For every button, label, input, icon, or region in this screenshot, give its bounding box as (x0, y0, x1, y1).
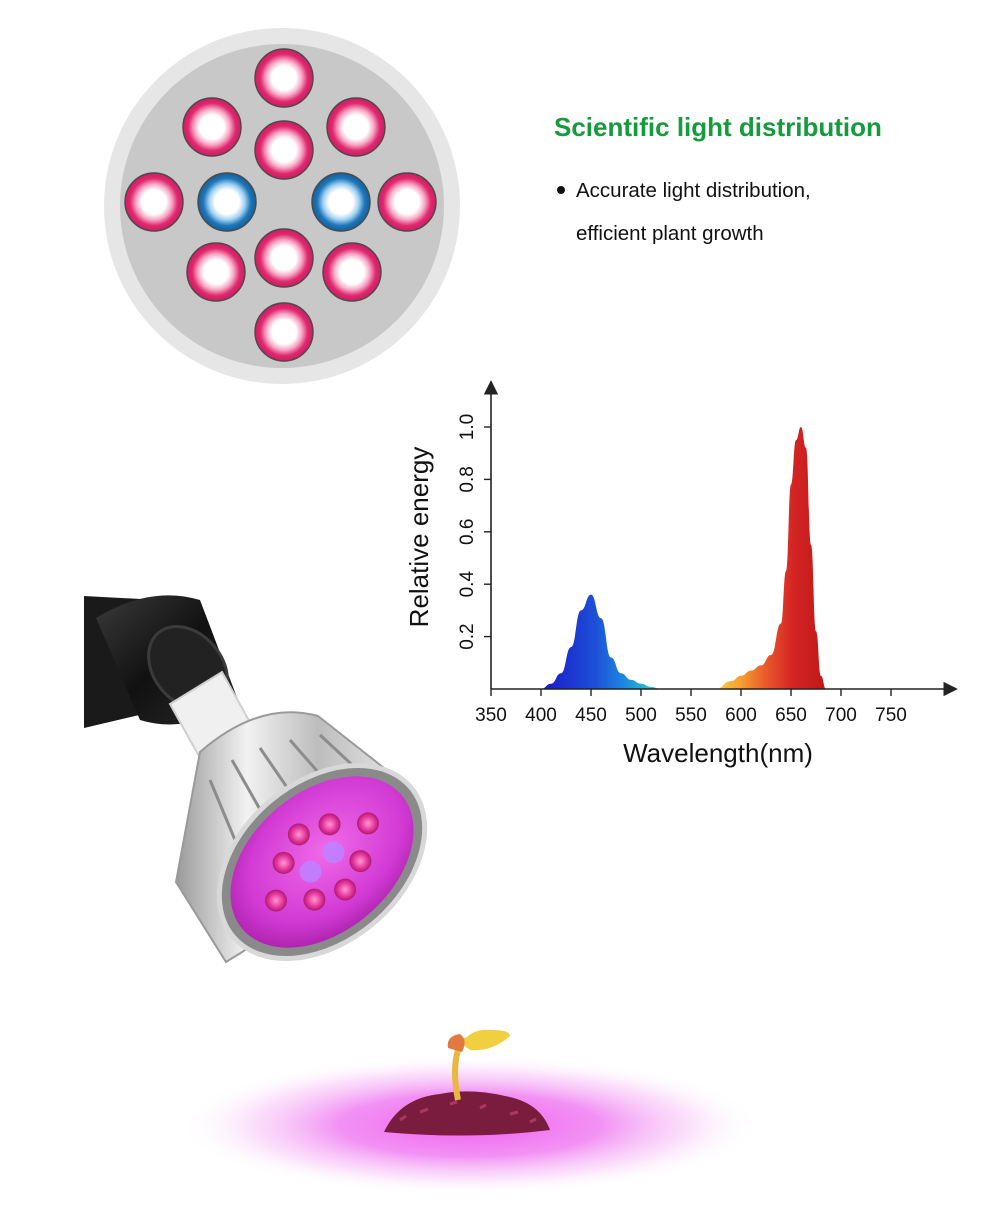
info-block: Scientific light distribution Accurate l… (554, 112, 974, 255)
y-tick-label: 0.2 (457, 623, 478, 649)
bullet-item: Accurate light distribution, efficient p… (554, 169, 974, 255)
section-heading: Scientific light distribution (554, 112, 882, 142)
series-group (541, 427, 826, 689)
x-tick-label: 400 (525, 705, 557, 726)
x-tick-label: 700 (825, 705, 857, 726)
spectrum-series-2 (716, 427, 826, 689)
led-red (124, 172, 184, 232)
y-tick-label: 0.4 (457, 571, 478, 598)
bulb-led (303, 888, 326, 911)
led-red (254, 48, 314, 108)
bullet-dot-icon (557, 186, 565, 194)
led-red (254, 302, 314, 362)
soil-texture (399, 1100, 537, 1124)
led-blue (311, 172, 371, 232)
x-tick-group: 350 400 450 500 550 600 650 700 750 (475, 689, 907, 726)
led-blue (197, 172, 257, 232)
bulb-led (299, 860, 322, 883)
bullet-text-line-1: Accurate light distribution, (576, 179, 811, 202)
led-red (254, 228, 314, 288)
bulb-led (334, 878, 357, 901)
y-axis-label: Relative energy (404, 447, 434, 628)
led-red (377, 172, 437, 232)
led-red (326, 97, 386, 157)
led-red (322, 242, 382, 302)
y-tick-label: 0.6 (457, 519, 478, 545)
bulb-led (318, 813, 341, 836)
led-red (254, 120, 314, 180)
led-red (182, 97, 242, 157)
spectrum-series-1 (541, 594, 661, 689)
x-axis-label: Wavelength(nm) (623, 738, 813, 768)
bulb-led (272, 851, 295, 874)
y-tick-group: 0.2 0.4 0.6 0.8 1.0 (457, 414, 491, 650)
spectrum-chart: 350 400 450 500 550 600 650 700 750 0.2 0.4 0.6 0.8… (404, 380, 958, 768)
bullet-text-line-2: efficient plant growth (576, 222, 764, 245)
bulb-led (349, 850, 372, 873)
x-tick-label: 600 (725, 705, 757, 726)
x-tick-label: 350 (475, 705, 507, 726)
y-tick-label: 0.8 (457, 466, 478, 492)
led-group (124, 48, 437, 362)
x-tick-label: 550 (675, 705, 707, 726)
soil-mound (384, 1091, 550, 1136)
x-tick-label: 450 (575, 705, 607, 726)
x-tick-label: 750 (875, 705, 907, 726)
bulb-led (265, 889, 288, 912)
bulb-led (356, 812, 379, 835)
led-layout-diagram (104, 28, 460, 384)
bulb-led (287, 823, 310, 846)
x-tick-label: 500 (625, 705, 657, 726)
x-tick-label: 650 (775, 705, 807, 726)
bulb-led (322, 841, 345, 864)
led-red (186, 242, 246, 302)
y-tick-label: 1.0 (457, 414, 478, 440)
seedling-leaf (462, 1029, 510, 1051)
seedling-leaf (447, 1034, 465, 1052)
bulb-led-group (265, 812, 379, 912)
grow-bulb-illustration (84, 595, 428, 964)
